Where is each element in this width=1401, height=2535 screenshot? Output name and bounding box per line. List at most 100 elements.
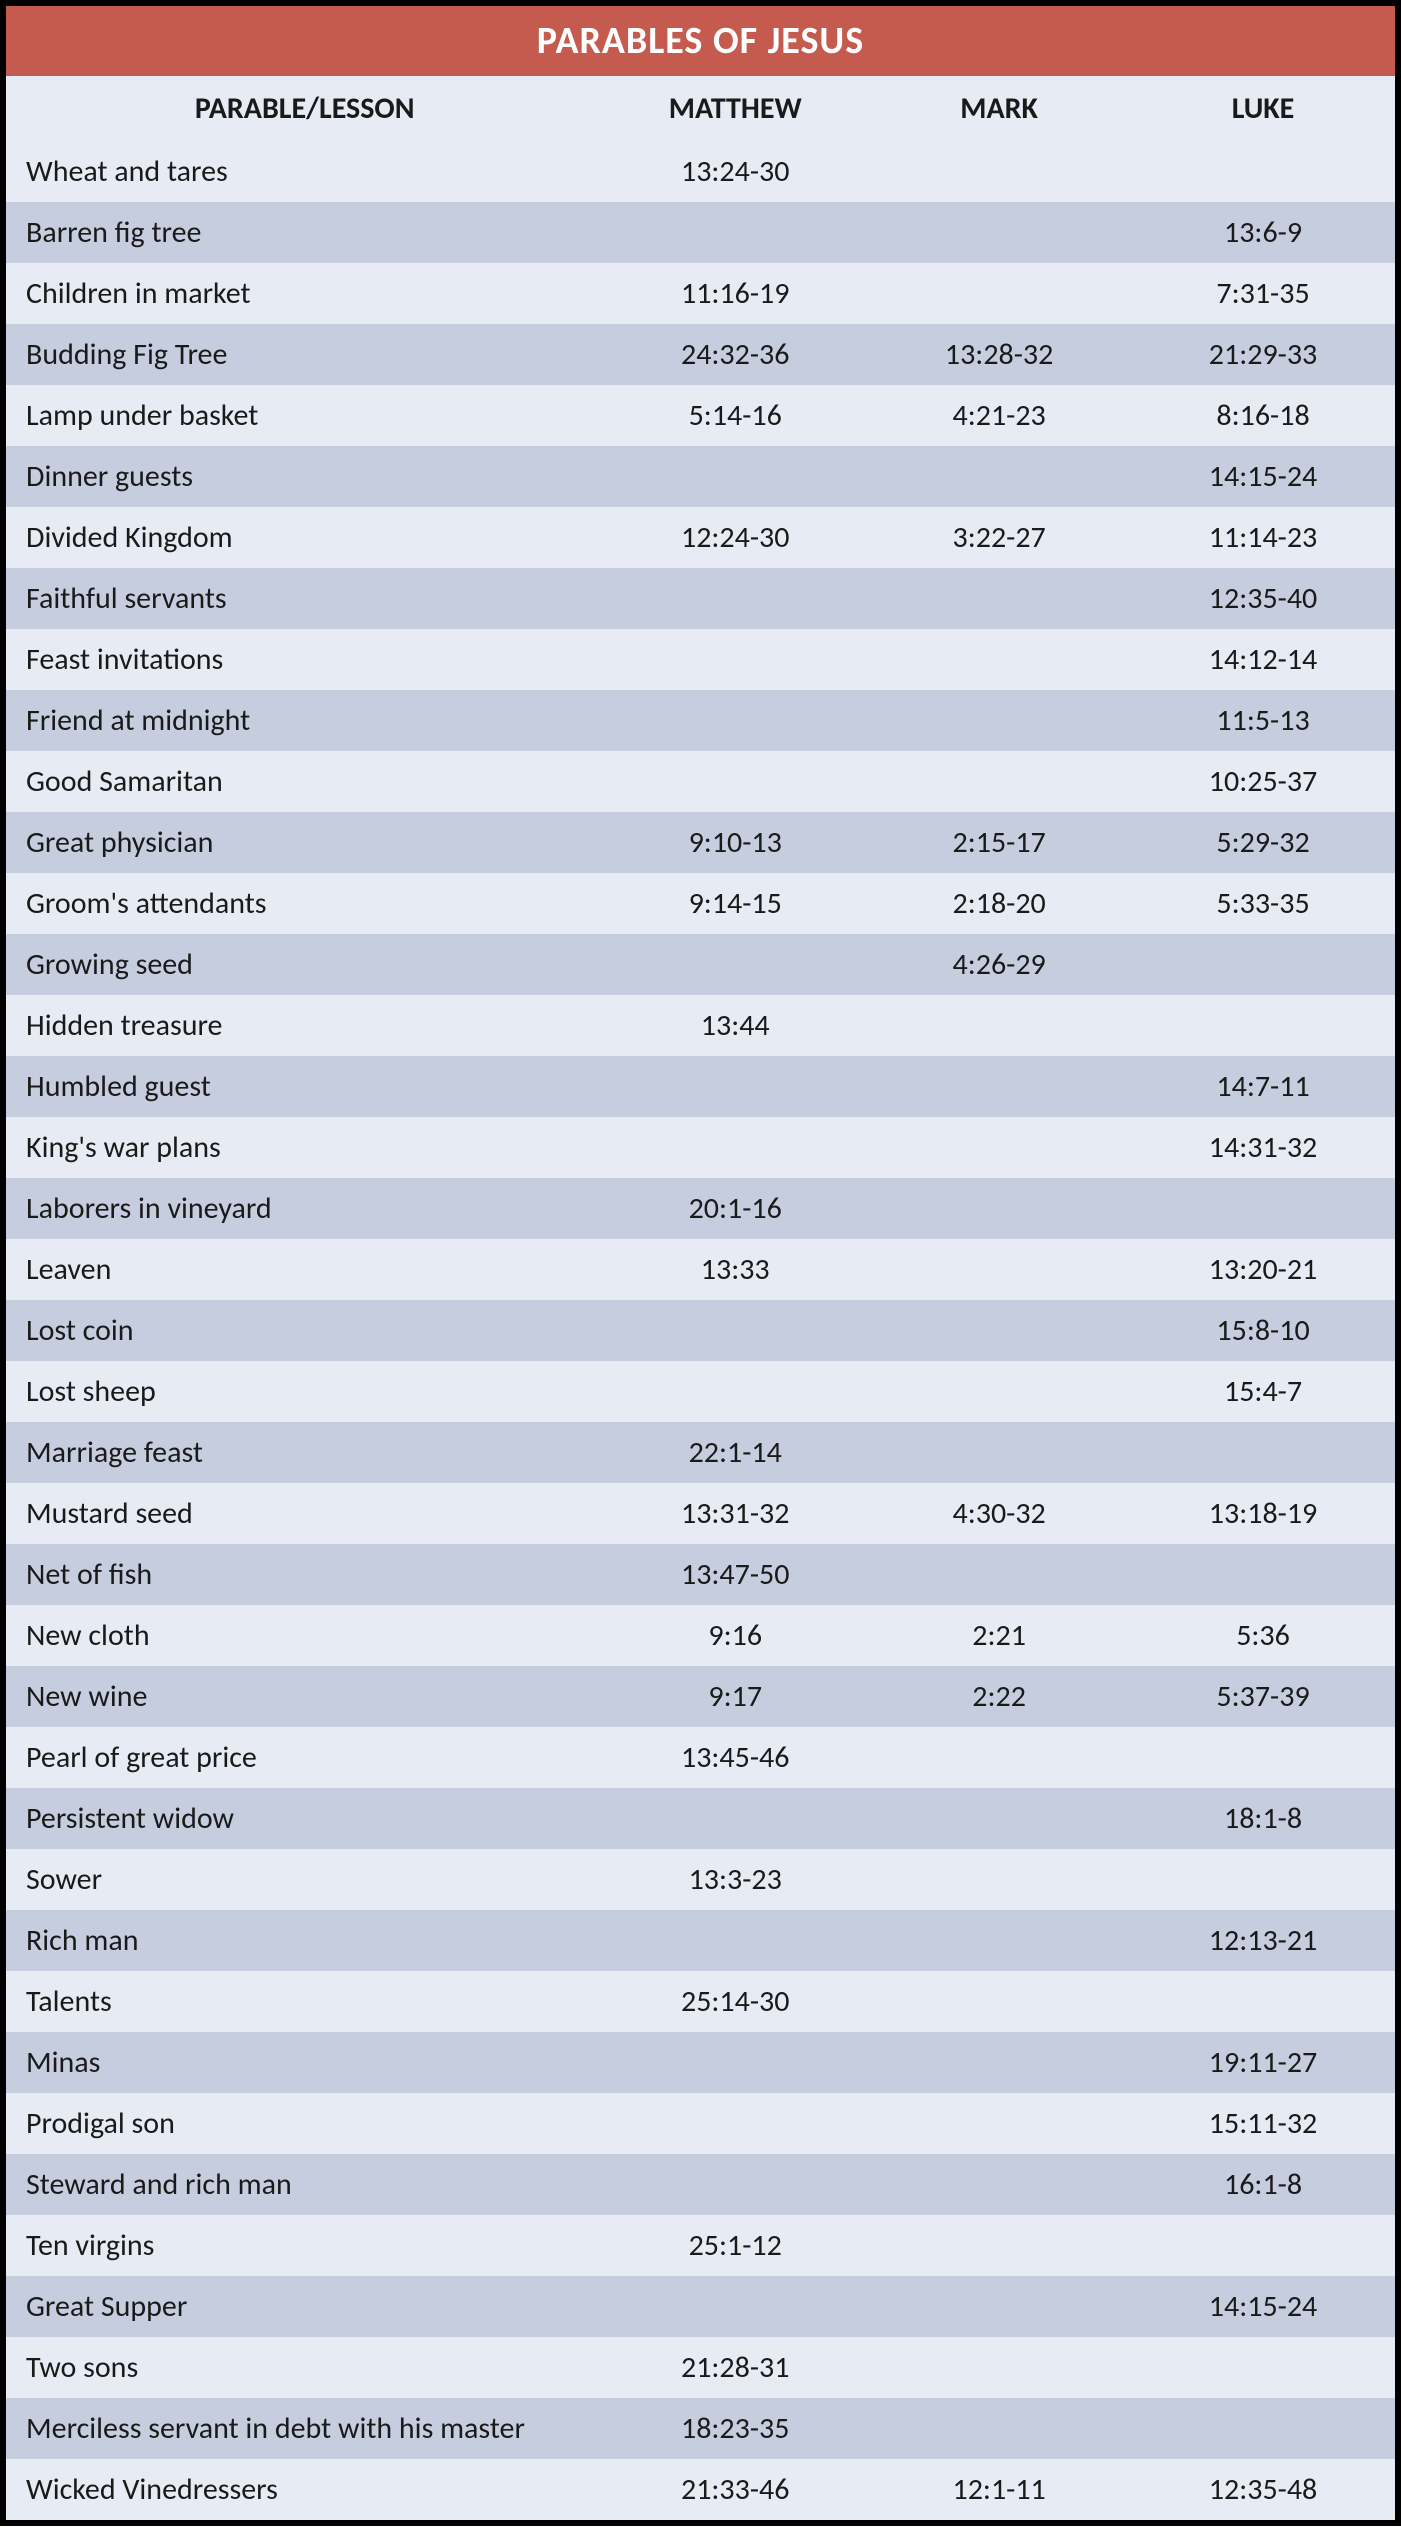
table-row: Two sons21:28-31 [6, 2337, 1395, 2398]
cell-parable: Groom's attendants [6, 873, 603, 934]
cell-luke: 13:6-9 [1131, 202, 1395, 263]
cell-matthew: 25:14-30 [603, 1971, 867, 2032]
cell-luke [1131, 1178, 1395, 1239]
cell-luke [1131, 141, 1395, 202]
cell-matthew: 13:44 [603, 995, 867, 1056]
cell-luke [1131, 1422, 1395, 1483]
cell-mark [867, 1849, 1131, 1910]
cell-mark: 2:21 [867, 1605, 1131, 1666]
table-body: Wheat and tares13:24-30Barren fig tree13… [6, 141, 1395, 2520]
table-row: Rich man12:13-21 [6, 1910, 1395, 1971]
cell-luke: 16:1-8 [1131, 2154, 1395, 2215]
cell-parable: Persistent widow [6, 1788, 603, 1849]
cell-parable: Dinner guests [6, 446, 603, 507]
table-row: Dinner guests 14:15-24 [6, 446, 1395, 507]
table-header: PARABLE/LESSON MATTHEW MARK LUKE [6, 76, 1395, 141]
cell-luke: 12:13-21 [1131, 1910, 1395, 1971]
table-row: Groom's attendants9:14-152:18-205:33-35 [6, 873, 1395, 934]
cell-parable: Net of fish [6, 1544, 603, 1605]
cell-mark [867, 202, 1131, 263]
cell-parable: Leaven [6, 1239, 603, 1300]
cell-mark [867, 568, 1131, 629]
table-title: PARABLES OF JESUS [6, 6, 1395, 76]
cell-luke: 14:7-11 [1131, 1056, 1395, 1117]
cell-mark [867, 2337, 1131, 2398]
cell-luke: 15:4-7 [1131, 1361, 1395, 1422]
cell-parable: Great Supper [6, 2276, 603, 2337]
cell-luke [1131, 995, 1395, 1056]
table-row: Mustard seed13:31-324:30-3213:18-19 [6, 1483, 1395, 1544]
header-mark: MARK [867, 76, 1131, 141]
cell-matthew [603, 1910, 867, 1971]
cell-matthew [603, 1117, 867, 1178]
cell-luke: 14:31-32 [1131, 1117, 1395, 1178]
cell-luke: 13:20-21 [1131, 1239, 1395, 1300]
cell-matthew: 13:47-50 [603, 1544, 867, 1605]
cell-luke: 11:5-13 [1131, 690, 1395, 751]
cell-matthew [603, 568, 867, 629]
cell-parable: Friend at midnight [6, 690, 603, 751]
cell-luke: 15:8-10 [1131, 1300, 1395, 1361]
cell-parable: Pearl of great price [6, 1727, 603, 1788]
table-row: Net of fish13:47-50 [6, 1544, 1395, 1605]
cell-parable: New wine [6, 1666, 603, 1727]
cell-matthew [603, 2032, 867, 2093]
cell-matthew [603, 446, 867, 507]
cell-matthew [603, 629, 867, 690]
table-row: Persistent widow 18:1-8 [6, 1788, 1395, 1849]
cell-parable: Growing seed [6, 934, 603, 995]
cell-matthew [603, 202, 867, 263]
cell-matthew: 9:14-15 [603, 873, 867, 934]
table-row: Marriage feast22:1-14 [6, 1422, 1395, 1483]
cell-matthew: 18:23-35 [603, 2398, 867, 2459]
cell-matthew [603, 2276, 867, 2337]
header-parable: PARABLE/LESSON [6, 76, 603, 141]
cell-mark [867, 2276, 1131, 2337]
table-row: Lost sheep 15:4-7 [6, 1361, 1395, 1422]
table-row: New cloth9:162:215:36 [6, 1605, 1395, 1666]
table-row: Steward and rich man16:1-8 [6, 2154, 1395, 2215]
cell-parable: Great physician [6, 812, 603, 873]
cell-parable: Feast invitations [6, 629, 603, 690]
cell-luke [1131, 2337, 1395, 2398]
cell-parable: Lamp under basket [6, 385, 603, 446]
table-row: Great physician9:10-132:15-175:29-32 [6, 812, 1395, 873]
cell-matthew: 13:45-46 [603, 1727, 867, 1788]
cell-mark [867, 751, 1131, 812]
cell-matthew [603, 1056, 867, 1117]
table-row: Faithful servants12:35-40 [6, 568, 1395, 629]
cell-matthew: 20:1-16 [603, 1178, 867, 1239]
table-row: Great Supper 14:15-24 [6, 2276, 1395, 2337]
table-row: Minas 19:11-27 [6, 2032, 1395, 2093]
cell-matthew [603, 2154, 867, 2215]
cell-mark [867, 446, 1131, 507]
cell-mark: 4:26-29 [867, 934, 1131, 995]
cell-luke: 10:25-37 [1131, 751, 1395, 812]
cell-matthew [603, 934, 867, 995]
cell-matthew: 21:28-31 [603, 2337, 867, 2398]
cell-matthew: 24:32-36 [603, 324, 867, 385]
cell-parable: Faithful servants [6, 568, 603, 629]
cell-parable: Hidden treasure [6, 995, 603, 1056]
cell-mark [867, 2398, 1131, 2459]
cell-luke: 18:1-8 [1131, 1788, 1395, 1849]
cell-luke: 5:36 [1131, 1605, 1395, 1666]
cell-luke: 7:31-35 [1131, 263, 1395, 324]
cell-mark: 2:18-20 [867, 873, 1131, 934]
parables-table: PARABLES OF JESUS PARABLE/LESSON MATTHEW… [0, 0, 1401, 2526]
table-row: Lost coin15:8-10 [6, 1300, 1395, 1361]
table-row: Divided Kingdom12:24-303:22-2711:14-23 [6, 507, 1395, 568]
cell-parable: Minas [6, 2032, 603, 2093]
cell-luke [1131, 934, 1395, 995]
cell-mark: 4:30-32 [867, 1483, 1131, 1544]
cell-luke: 14:15-24 [1131, 2276, 1395, 2337]
cell-luke [1131, 1727, 1395, 1788]
cell-matthew: 13:24-30 [603, 141, 867, 202]
table-row: Budding Fig Tree24:32-3613:28-3221:29-33 [6, 324, 1395, 385]
cell-parable: Lost sheep [6, 1361, 603, 1422]
cell-luke: 14:15-24 [1131, 446, 1395, 507]
cell-luke: 19:11-27 [1131, 2032, 1395, 2093]
table-row: Talents25:14-30 [6, 1971, 1395, 2032]
table-row: Merciless servant in debt with his maste… [6, 2398, 1395, 2459]
cell-mark: 2:22 [867, 1666, 1131, 1727]
